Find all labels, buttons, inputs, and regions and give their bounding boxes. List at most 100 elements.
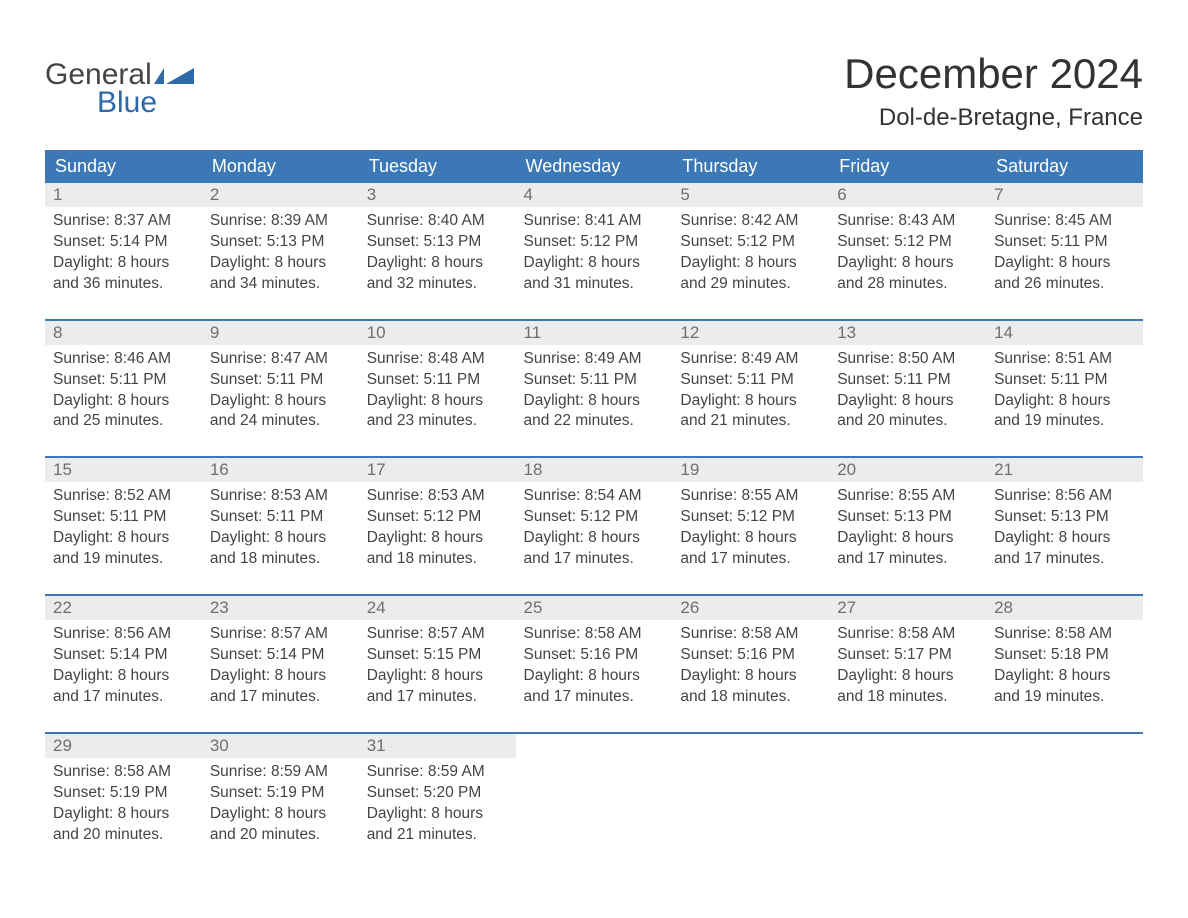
sunrise-line: Sunrise: 8:56 AM (994, 486, 1135, 507)
sunrise-line: Sunrise: 8:58 AM (53, 762, 194, 783)
daylight-line: and 18 minutes. (680, 687, 821, 708)
day-number-cell: 7 (986, 183, 1143, 207)
daylight-line: Daylight: 8 hours (680, 391, 821, 412)
sunrise-line: Sunrise: 8:58 AM (837, 624, 978, 645)
daylight-line: and 17 minutes. (994, 549, 1135, 570)
day-number-cell: 16 (202, 458, 359, 482)
day-detail-cell: Sunrise: 8:52 AMSunset: 5:11 PMDaylight:… (45, 482, 202, 595)
day-detail-cell: Sunrise: 8:48 AMSunset: 5:11 PMDaylight:… (359, 345, 516, 458)
sunset-line: Sunset: 5:13 PM (994, 507, 1135, 528)
sunrise-line: Sunrise: 8:45 AM (994, 211, 1135, 232)
day-detail-cell: Sunrise: 8:47 AMSunset: 5:11 PMDaylight:… (202, 345, 359, 458)
day-number-cell (986, 734, 1143, 758)
day-detail-cell: Sunrise: 8:41 AMSunset: 5:12 PMDaylight:… (516, 207, 673, 320)
daylight-line: and 17 minutes. (524, 687, 665, 708)
day-detail-cell: Sunrise: 8:37 AMSunset: 5:14 PMDaylight:… (45, 207, 202, 320)
daylight-line: Daylight: 8 hours (367, 391, 508, 412)
day-number-cell: 5 (672, 183, 829, 207)
sunset-line: Sunset: 5:17 PM (837, 645, 978, 666)
day-number-cell: 10 (359, 321, 516, 345)
sunrise-line: Sunrise: 8:39 AM (210, 211, 351, 232)
daylight-line: and 24 minutes. (210, 411, 351, 432)
sunrise-line: Sunrise: 8:37 AM (53, 211, 194, 232)
daylight-line: and 18 minutes. (367, 549, 508, 570)
sunset-line: Sunset: 5:11 PM (680, 370, 821, 391)
daylight-line: Daylight: 8 hours (367, 666, 508, 687)
daylight-line: Daylight: 8 hours (524, 253, 665, 274)
sunrise-line: Sunrise: 8:50 AM (837, 349, 978, 370)
dow-tuesday: Tuesday (359, 150, 516, 183)
daylight-line: and 32 minutes. (367, 274, 508, 295)
day-detail-cell: Sunrise: 8:58 AMSunset: 5:19 PMDaylight:… (45, 758, 202, 870)
daylight-line: and 17 minutes. (680, 549, 821, 570)
day-detail-cell: Sunrise: 8:58 AMSunset: 5:17 PMDaylight:… (829, 620, 986, 733)
daylight-line: and 17 minutes. (837, 549, 978, 570)
sunset-line: Sunset: 5:12 PM (680, 507, 821, 528)
sunrise-line: Sunrise: 8:55 AM (680, 486, 821, 507)
sunrise-line: Sunrise: 8:58 AM (680, 624, 821, 645)
sunrise-line: Sunrise: 8:40 AM (367, 211, 508, 232)
daylight-line: Daylight: 8 hours (210, 528, 351, 549)
sunrise-line: Sunrise: 8:57 AM (210, 624, 351, 645)
sunset-line: Sunset: 5:12 PM (837, 232, 978, 253)
logo-flag-icon (154, 64, 194, 86)
day-detail-row: Sunrise: 8:58 AMSunset: 5:19 PMDaylight:… (45, 758, 1143, 870)
sunset-line: Sunset: 5:12 PM (680, 232, 821, 253)
day-detail-cell: Sunrise: 8:55 AMSunset: 5:12 PMDaylight:… (672, 482, 829, 595)
day-detail-cell (986, 758, 1143, 870)
daylight-line: Daylight: 8 hours (524, 666, 665, 687)
sunrise-line: Sunrise: 8:41 AM (524, 211, 665, 232)
daylight-line: Daylight: 8 hours (367, 528, 508, 549)
day-number-cell: 15 (45, 458, 202, 482)
day-detail-cell: Sunrise: 8:49 AMSunset: 5:11 PMDaylight:… (672, 345, 829, 458)
day-number-row: 891011121314 (45, 321, 1143, 345)
sunset-line: Sunset: 5:11 PM (53, 370, 194, 391)
day-number-row: 15161718192021 (45, 458, 1143, 482)
day-detail-cell: Sunrise: 8:45 AMSunset: 5:11 PMDaylight:… (986, 207, 1143, 320)
dow-saturday: Saturday (986, 150, 1143, 183)
day-detail-cell: Sunrise: 8:59 AMSunset: 5:19 PMDaylight:… (202, 758, 359, 870)
title-block: December 2024 Dol-de-Bretagne, France (844, 50, 1143, 132)
sunrise-line: Sunrise: 8:53 AM (210, 486, 351, 507)
day-number-cell: 3 (359, 183, 516, 207)
daylight-line: and 21 minutes. (680, 411, 821, 432)
sunset-line: Sunset: 5:11 PM (210, 370, 351, 391)
sunset-line: Sunset: 5:14 PM (53, 645, 194, 666)
day-detail-row: Sunrise: 8:37 AMSunset: 5:14 PMDaylight:… (45, 207, 1143, 320)
day-number-row: 22232425262728 (45, 596, 1143, 620)
sunrise-line: Sunrise: 8:49 AM (524, 349, 665, 370)
day-number-cell: 25 (516, 596, 673, 620)
day-number-cell: 12 (672, 321, 829, 345)
daylight-line: Daylight: 8 hours (994, 253, 1135, 274)
daylight-line: and 23 minutes. (367, 411, 508, 432)
day-number-cell (516, 734, 673, 758)
day-detail-cell: Sunrise: 8:39 AMSunset: 5:13 PMDaylight:… (202, 207, 359, 320)
day-number-cell: 4 (516, 183, 673, 207)
day-detail-cell: Sunrise: 8:55 AMSunset: 5:13 PMDaylight:… (829, 482, 986, 595)
day-detail-cell (516, 758, 673, 870)
dow-wednesday: Wednesday (516, 150, 673, 183)
sunrise-line: Sunrise: 8:54 AM (524, 486, 665, 507)
day-number-cell: 6 (829, 183, 986, 207)
sunrise-line: Sunrise: 8:42 AM (680, 211, 821, 232)
month-title: December 2024 (844, 50, 1143, 98)
day-detail-cell: Sunrise: 8:50 AMSunset: 5:11 PMDaylight:… (829, 345, 986, 458)
daylight-line: Daylight: 8 hours (680, 253, 821, 274)
sunset-line: Sunset: 5:18 PM (994, 645, 1135, 666)
dow-thursday: Thursday (672, 150, 829, 183)
sunset-line: Sunset: 5:20 PM (367, 783, 508, 804)
sunset-line: Sunset: 5:12 PM (524, 232, 665, 253)
day-number-cell: 14 (986, 321, 1143, 345)
day-number-cell: 11 (516, 321, 673, 345)
daylight-line: and 18 minutes. (210, 549, 351, 570)
day-number-cell: 19 (672, 458, 829, 482)
day-number-cell: 18 (516, 458, 673, 482)
day-detail-row: Sunrise: 8:56 AMSunset: 5:14 PMDaylight:… (45, 620, 1143, 733)
daylight-line: Daylight: 8 hours (210, 253, 351, 274)
day-detail-cell: Sunrise: 8:43 AMSunset: 5:12 PMDaylight:… (829, 207, 986, 320)
day-number-cell: 26 (672, 596, 829, 620)
daylight-line: Daylight: 8 hours (837, 391, 978, 412)
sunset-line: Sunset: 5:13 PM (367, 232, 508, 253)
page-header: General Blue December 2024 Dol-de-Bretag… (45, 50, 1143, 132)
sunrise-line: Sunrise: 8:53 AM (367, 486, 508, 507)
